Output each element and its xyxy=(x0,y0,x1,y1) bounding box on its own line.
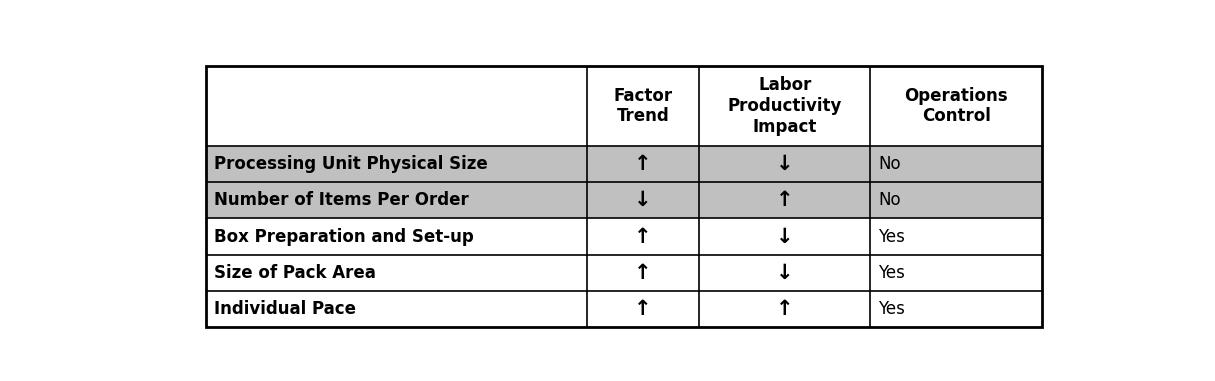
Text: Box Preparation and Set-up: Box Preparation and Set-up xyxy=(214,227,474,246)
Bar xyxy=(207,255,1041,291)
Text: Labor
Productivity
Impact: Labor Productivity Impact xyxy=(728,76,842,136)
Text: ↓: ↓ xyxy=(776,263,793,283)
Text: ↑: ↑ xyxy=(776,299,793,319)
Text: Number of Items Per Order: Number of Items Per Order xyxy=(214,191,469,209)
Bar xyxy=(207,146,1041,182)
Bar xyxy=(207,218,1041,255)
Text: ↑: ↑ xyxy=(634,154,651,174)
Text: Yes: Yes xyxy=(878,227,905,246)
Text: No: No xyxy=(878,191,900,209)
Text: ↑: ↑ xyxy=(634,299,651,319)
Text: Individual Pace: Individual Pace xyxy=(214,300,356,318)
Text: ↓: ↓ xyxy=(634,190,651,210)
Bar xyxy=(207,66,1041,146)
Text: ↓: ↓ xyxy=(776,154,793,174)
Bar xyxy=(207,182,1041,218)
Text: Size of Pack Area: Size of Pack Area xyxy=(214,264,375,282)
Text: Operations
Control: Operations Control xyxy=(904,86,1008,125)
Text: Factor
Trend: Factor Trend xyxy=(614,86,672,125)
Text: ↓: ↓ xyxy=(776,227,793,247)
Text: ↑: ↑ xyxy=(634,227,651,247)
Text: Yes: Yes xyxy=(878,264,905,282)
Text: ↑: ↑ xyxy=(634,263,651,283)
Bar xyxy=(207,66,1041,327)
Bar xyxy=(207,291,1041,327)
Text: ↑: ↑ xyxy=(776,190,793,210)
Text: Yes: Yes xyxy=(878,300,905,318)
Text: No: No xyxy=(878,155,900,173)
Text: Processing Unit Physical Size: Processing Unit Physical Size xyxy=(214,155,487,173)
